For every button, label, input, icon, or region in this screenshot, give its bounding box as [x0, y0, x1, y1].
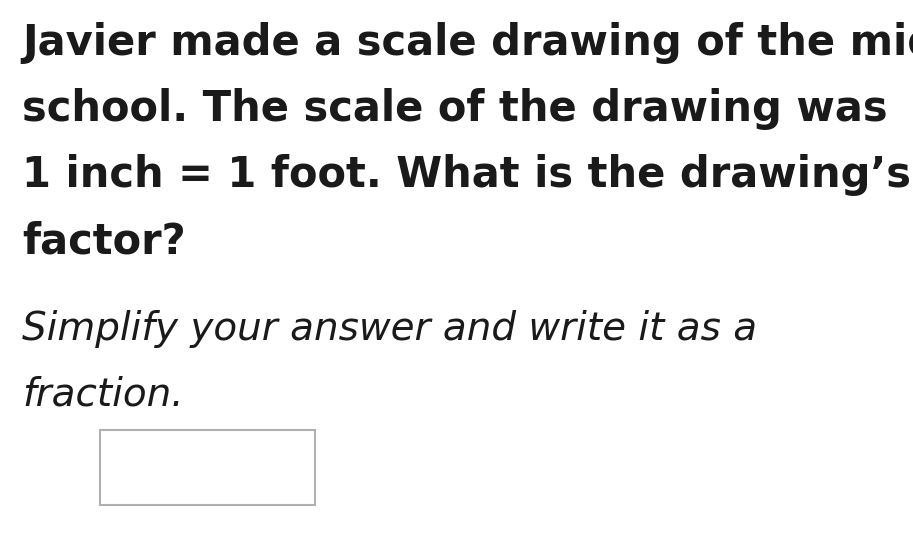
- Text: Javier made a scale drawing of the middle: Javier made a scale drawing of the middl…: [22, 22, 913, 64]
- Bar: [100, 430, 315, 505]
- Text: 1 inch = 1 foot. What is the drawing’s scale: 1 inch = 1 foot. What is the drawing’s s…: [22, 154, 913, 196]
- Text: fraction.: fraction.: [22, 376, 184, 414]
- Text: school. The scale of the drawing was: school. The scale of the drawing was: [22, 88, 887, 130]
- Text: factor?: factor?: [22, 220, 185, 262]
- Text: Simplify your answer and write it as a: Simplify your answer and write it as a: [22, 310, 757, 348]
